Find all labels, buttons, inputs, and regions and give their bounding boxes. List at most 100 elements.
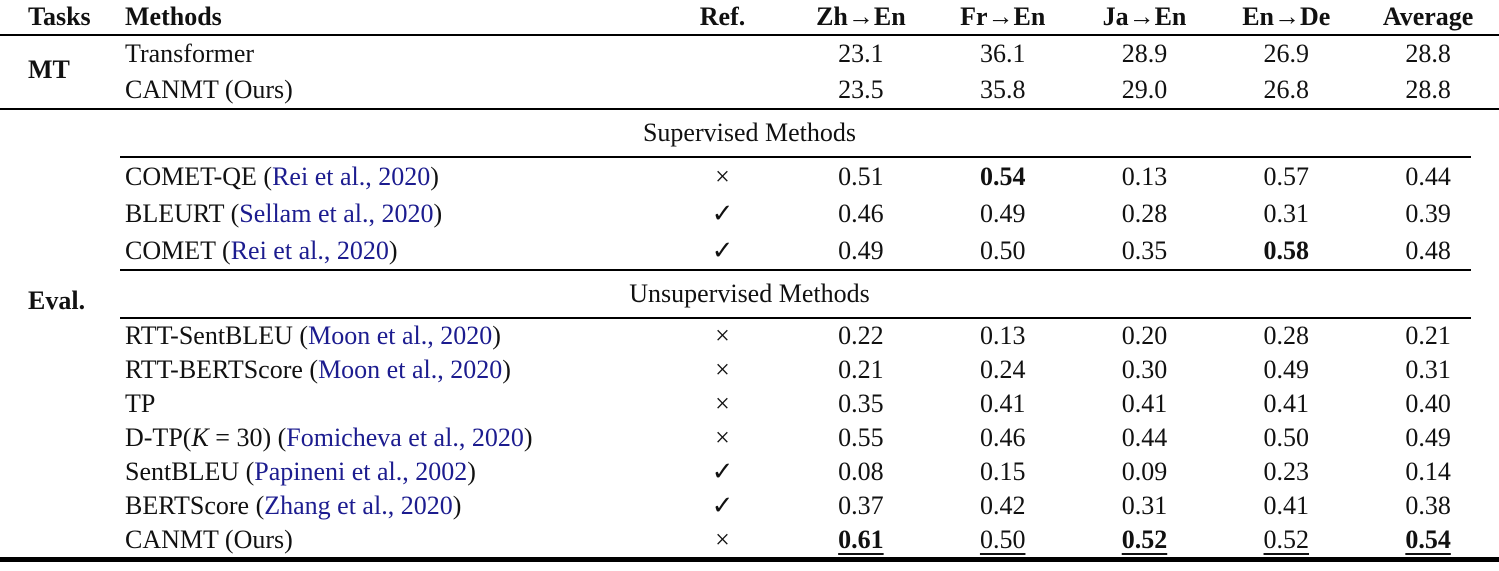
ref-cell: × (715, 525, 730, 554)
score-cell: 0.28 (1121, 198, 1168, 228)
score-cell: 0.31 (1121, 491, 1168, 520)
table-row-rtt-sentbleu: RTT-SentBLEU (Moon et al., 2020) × 0.22 … (0, 319, 1499, 353)
ref-cell: ✓ (711, 457, 734, 486)
score-cell-best: 0.61 (838, 525, 884, 554)
score-cell: 0.41 (979, 389, 1026, 418)
task-label-mt: MT (28, 55, 70, 84)
method-cell: TP (125, 389, 655, 419)
table-row-sentbleu: SentBLEU (Papineni et al., 2002) ✓ 0.08 … (0, 455, 1499, 489)
col-header-ref: Ref. (699, 2, 746, 31)
table-header-row: Tasks Methods Ref. Zh→En Fr→En Ja→En En→… (0, 0, 1499, 34)
method-name: RTT-BERTScore ( (125, 355, 319, 384)
score-cell: 0.42 (979, 491, 1026, 520)
score-cell: 0.44 (1121, 423, 1168, 452)
citation-link[interactable]: Sellam et al., 2020 (239, 198, 434, 228)
table-row-canmt-eval: CANMT (Ours) × 0.61 0.50 0.52 0.52 0.54 (0, 523, 1499, 557)
score-cell: 0.20 (1121, 321, 1168, 350)
score-cell-best: 0.54 (979, 161, 1026, 191)
score-cell: 0.49 (979, 198, 1026, 228)
score-cell-second: 0.50 (979, 525, 1026, 554)
score-cell: 29.0 (1121, 75, 1168, 104)
score-cell: 0.09 (1121, 457, 1168, 486)
score-cell: 0.51 (838, 161, 884, 191)
method-name: Transformer (125, 39, 255, 68)
score-cell: 0.21 (1405, 321, 1451, 350)
ref-cell: × (715, 161, 730, 191)
method-name: COMET ( (125, 235, 231, 265)
citation-link[interactable]: Zhang et al., 2020 (264, 491, 453, 520)
citation-link[interactable]: Fomicheva et al., 2020 (286, 423, 524, 452)
table-row-rtt-bertscore: RTT-BERTScore (Moon et al., 2020) × 0.21… (0, 353, 1499, 387)
score-cell: 0.13 (1121, 161, 1168, 191)
method-name: RTT-SentBLEU ( (125, 321, 309, 350)
method-cell: BLEURT (Sellam et al., 2020) (125, 198, 443, 228)
score-cell: 0.39 (1405, 198, 1451, 228)
score-cell: 0.15 (979, 457, 1026, 486)
score-cell: 0.35 (1121, 235, 1168, 265)
table-row-comet-qe: COMET-QE (Rei et al., 2020) × 0.51 0.54 … (0, 158, 1499, 195)
method-name: BERTScore ( (125, 491, 265, 520)
bottom-rule (0, 557, 1499, 562)
method-name: CANMT (Ours) (125, 525, 293, 554)
method-name: COMET-QE ( (125, 161, 273, 191)
score-cell-best: 0.58 (1263, 235, 1310, 265)
score-cell: 0.31 (1263, 198, 1310, 228)
citation-link[interactable]: Papineni et al., 2002 (254, 457, 468, 486)
score-cell: 28.8 (1405, 39, 1451, 68)
score-cell: 0.48 (1405, 235, 1451, 265)
method-cell: D-TP(K = 30) (Fomicheva et al., 2020) (125, 423, 533, 452)
score-cell: 23.1 (838, 39, 884, 68)
citation-link[interactable]: Moon et al., 2020 (318, 355, 503, 384)
col-header-en-de: En→De (1242, 2, 1331, 31)
table-row-bleurt: BLEURT (Sellam et al., 2020) ✓ 0.46 0.49… (0, 195, 1499, 232)
score-cell: 0.46 (979, 423, 1026, 452)
col-header-fr-en: Fr→En (960, 2, 1046, 31)
score-cell: 0.37 (838, 491, 884, 520)
col-header-average: Average (1382, 2, 1474, 31)
table-row-bertscore: BERTScore (Zhang et al., 2020) ✓ 0.37 0.… (0, 489, 1499, 523)
method-name: D-TP( (125, 423, 192, 452)
method-cell: CANMT (Ours) (125, 525, 655, 555)
method-cell: SentBLEU (Papineni et al., 2002) (125, 457, 476, 486)
score-cell: 0.41 (1121, 389, 1168, 418)
citation-link[interactable]: Rei et al., 2020 (272, 161, 431, 191)
score-cell: 0.57 (1263, 161, 1310, 191)
method-cell: COMET-QE (Rei et al., 2020) (125, 161, 439, 191)
score-cell: 0.41 (1263, 389, 1310, 418)
col-header-zh-en: Zh→En (816, 2, 906, 31)
score-cell: 35.8 (979, 75, 1026, 104)
score-cell: 0.35 (838, 389, 884, 418)
score-cell: 28.9 (1121, 39, 1168, 68)
math-var-k: K (191, 423, 209, 452)
score-cell: 0.21 (838, 355, 884, 384)
citation-link[interactable]: Moon et al., 2020 (308, 321, 493, 350)
method-cell: RTT-BERTScore (Moon et al., 2020) (125, 355, 511, 384)
table-row-transformer: Transformer 23.1 36.1 28.9 26.9 28.8 (0, 36, 1499, 72)
group-header-supervised: Supervised Methods (642, 118, 857, 147)
score-cell: 0.55 (838, 423, 884, 452)
score-cell: 0.50 (979, 235, 1026, 265)
ref-cell: × (715, 389, 730, 418)
score-cell: 26.9 (1263, 39, 1310, 68)
score-cell: 0.46 (838, 198, 884, 228)
ref-cell: ✓ (711, 491, 734, 520)
score-cell: 0.49 (838, 235, 884, 265)
ref-cell: × (715, 423, 730, 452)
score-cell: 0.13 (979, 321, 1026, 350)
score-cell: 0.28 (1263, 321, 1310, 350)
table-row-canmt-mt: CANMT (Ours) 23.5 35.8 29.0 26.8 28.8 (0, 72, 1499, 108)
ref-cell: ✓ (711, 198, 734, 228)
header-rule (0, 34, 1499, 36)
section-rule (0, 108, 1499, 110)
method-cell: BERTScore (Zhang et al., 2020) (125, 491, 462, 520)
method-cell: Transformer (125, 39, 655, 69)
table-row-dtp: D-TP(K = 30) (Fomicheva et al., 2020) × … (0, 421, 1499, 455)
citation-link[interactable]: Rei et al., 2020 (230, 235, 389, 265)
method-cell: CANMT (Ours) (125, 75, 655, 105)
score-cell: 0.50 (1263, 423, 1310, 452)
score-cell: 0.22 (838, 321, 884, 350)
ref-cell: ✓ (711, 235, 734, 265)
col-header-tasks: Tasks (28, 2, 91, 31)
score-cell: 0.24 (979, 355, 1026, 384)
score-cell: 26.8 (1263, 75, 1310, 104)
